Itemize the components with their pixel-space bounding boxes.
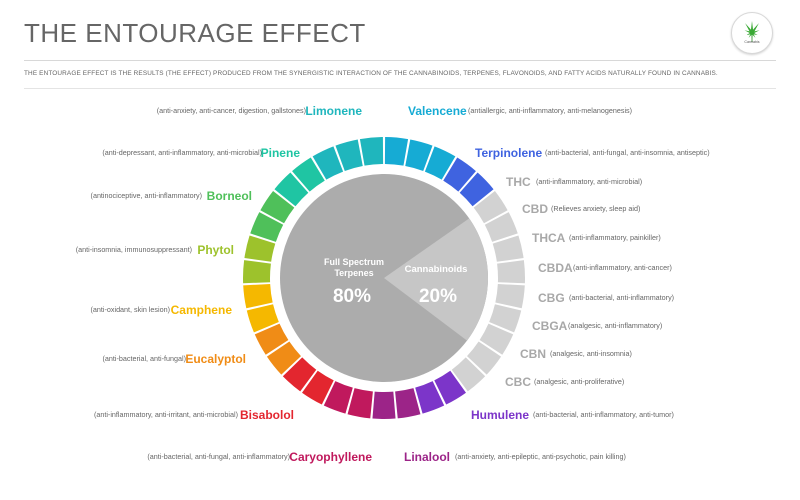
cbd-name: CBD xyxy=(522,202,548,216)
wheel-segments xyxy=(242,137,525,419)
wheel-segment-camphene xyxy=(246,304,279,333)
terpenes-label-line1: Full Spectrum xyxy=(323,257,384,267)
wheel-segment-terpinolene xyxy=(459,172,494,207)
wheel-segment-pinene xyxy=(292,157,325,192)
linalool-desc: (anti-anxiety, anti-epileptic, anti-psyc… xyxy=(455,452,626,461)
cannabis-leaf-icon xyxy=(744,21,760,42)
wheel-segment-humulene xyxy=(434,370,466,405)
wheel-segment-cannabinoid xyxy=(467,341,502,375)
wheel-segment-cannabinoid xyxy=(451,357,486,392)
cannabis-logo: Cannabis xyxy=(731,12,773,54)
terpinolene-name: Terpinolene xyxy=(475,146,543,160)
terpenes-percent: 80% xyxy=(332,286,372,307)
wheel-segment-valencene xyxy=(424,146,456,180)
cbg-name: CBG xyxy=(538,291,565,305)
wheel-segment-eucalyptol xyxy=(266,341,301,375)
bisabolol-name: Bisabolol xyxy=(239,408,294,422)
terpenes-label-line2: Terpenes xyxy=(334,268,374,278)
cannabinoids-percent: 20% xyxy=(418,286,458,307)
cbd-desc: (Relieves anxiety, sleep aid) xyxy=(551,204,641,213)
wheel-segment-pinene xyxy=(274,172,309,207)
wheel-segment-linalool xyxy=(372,391,396,419)
wheel-segment-valencene xyxy=(405,139,433,171)
wheel-segment-cannabinoid xyxy=(489,304,522,333)
caryophyllene-name: Caryophyllene xyxy=(289,450,372,464)
linalool-name: Linalool xyxy=(404,450,450,464)
thc-name: THC xyxy=(506,175,531,189)
cbg-desc: (anti-bacterial, anti-inflammatory) xyxy=(569,293,675,302)
caryophyllene-desc: (anti-bacterial, anti-fungal, anti-infla… xyxy=(147,452,290,461)
terpinolene-desc: (anti-bacterial, anti-fungal, anti-insom… xyxy=(545,148,710,157)
wheel-segment-limonene xyxy=(335,139,363,171)
borneol-desc: (antinociceptive, anti-inflammatory) xyxy=(90,191,202,200)
wheel-segment-borneol xyxy=(260,190,295,224)
cbc-name: CBC xyxy=(505,375,531,389)
valencene-name: Valencene xyxy=(408,104,467,118)
pinene-desc: (anti-depressant, anti-inflammatory, ant… xyxy=(102,148,262,157)
wheel-segment-phytol xyxy=(244,235,276,262)
wheel-segment-borneol xyxy=(250,212,284,242)
wheel-segment-humulene xyxy=(415,381,445,414)
title-divider xyxy=(24,60,776,61)
wheel-segment-linalool xyxy=(395,388,421,419)
bisabolol-desc: (anti-inflammatory, anti-irritant, anti-… xyxy=(93,410,238,419)
wheel-segment-camphene xyxy=(243,284,273,309)
thc-desc: (anti-inflammatory, anti-microbial) xyxy=(536,177,643,186)
eucalyptol-name: Eucalyptol xyxy=(185,352,246,366)
thca-name: THCA xyxy=(532,231,566,245)
borneol-name: Borneol xyxy=(206,189,252,203)
valencene-desc: (antiallergic, anti-inflammatory, anti-m… xyxy=(468,106,633,115)
logo-text: Cannabis xyxy=(744,40,760,44)
cbn-desc: (analgesic, anti-insomnia) xyxy=(550,349,632,358)
wheel-segment-valencene xyxy=(384,137,409,166)
wheel-segment-phytol xyxy=(242,260,271,284)
humulene-desc: (anti-bacterial, anti-inflammatory, anti… xyxy=(533,410,674,419)
terpenes-label: Full Spectrum Terpenes xyxy=(308,257,400,279)
subtitle-divider xyxy=(24,88,776,89)
wheel-segment-cannabinoid xyxy=(497,260,525,284)
cbda-name: CBDA xyxy=(538,261,573,275)
wheel-segment-eucalyptol xyxy=(254,323,289,355)
cbn-name: CBN xyxy=(520,347,546,361)
phytol-name: Phytol xyxy=(197,243,234,257)
wheel-segment-bisabolol xyxy=(282,357,317,392)
eucalyptol-desc: (anti-bacterial, anti-fungal) xyxy=(102,354,187,363)
wheel-segment-caryophyllene xyxy=(347,388,373,419)
limonene-name: Limonene xyxy=(305,104,362,118)
page-subtitle: THE ENTOURAGE EFFECT IS THE RESULTS (THE… xyxy=(24,70,718,77)
page-title: THE ENTOURAGE EFFECT xyxy=(24,18,366,48)
wheel-segment-terpinolene xyxy=(443,157,476,192)
wheel-segment-cannabinoid xyxy=(473,190,508,224)
wheel-core xyxy=(280,174,489,382)
cbda-desc: (anti-inflammatory, anti-cancer) xyxy=(573,263,672,272)
cannabinoids-wedge xyxy=(384,218,489,341)
humulene-name: Humulene xyxy=(471,408,530,422)
thca-desc: (anti-inflammatory, painkiller) xyxy=(569,233,661,242)
wheel-segment-cannabinoid xyxy=(492,235,524,262)
wheel-segment-cannabinoid xyxy=(484,212,518,242)
wheel-segment-limonene xyxy=(359,137,384,166)
limonene-desc: (anti-anxiety, anti-cancer, digestion, g… xyxy=(156,106,306,115)
pinene-name: Pinene xyxy=(260,146,300,160)
camphene-name: Camphene xyxy=(170,303,232,317)
cbga-name: CBGA xyxy=(532,319,568,333)
cannabinoids-label: Cannabinoids xyxy=(404,264,468,275)
phytol-desc: (anti-insomnia, immunosuppressant) xyxy=(75,245,192,254)
camphene-desc: (anti-oxidant, skin lesion) xyxy=(90,305,171,314)
wheel-segment-caryophyllene xyxy=(323,381,353,414)
cbc-desc: (analgesic, anti-proliferative) xyxy=(534,377,625,386)
wheel-segment-cannabinoid xyxy=(495,284,525,309)
wheel-segment-limonene xyxy=(312,146,344,180)
cbga-desc: (analgesic, anti-inflammatory) xyxy=(568,321,663,330)
wheel-segment-cannabinoid xyxy=(479,323,514,355)
wheel-segment-bisabolol xyxy=(302,370,334,405)
